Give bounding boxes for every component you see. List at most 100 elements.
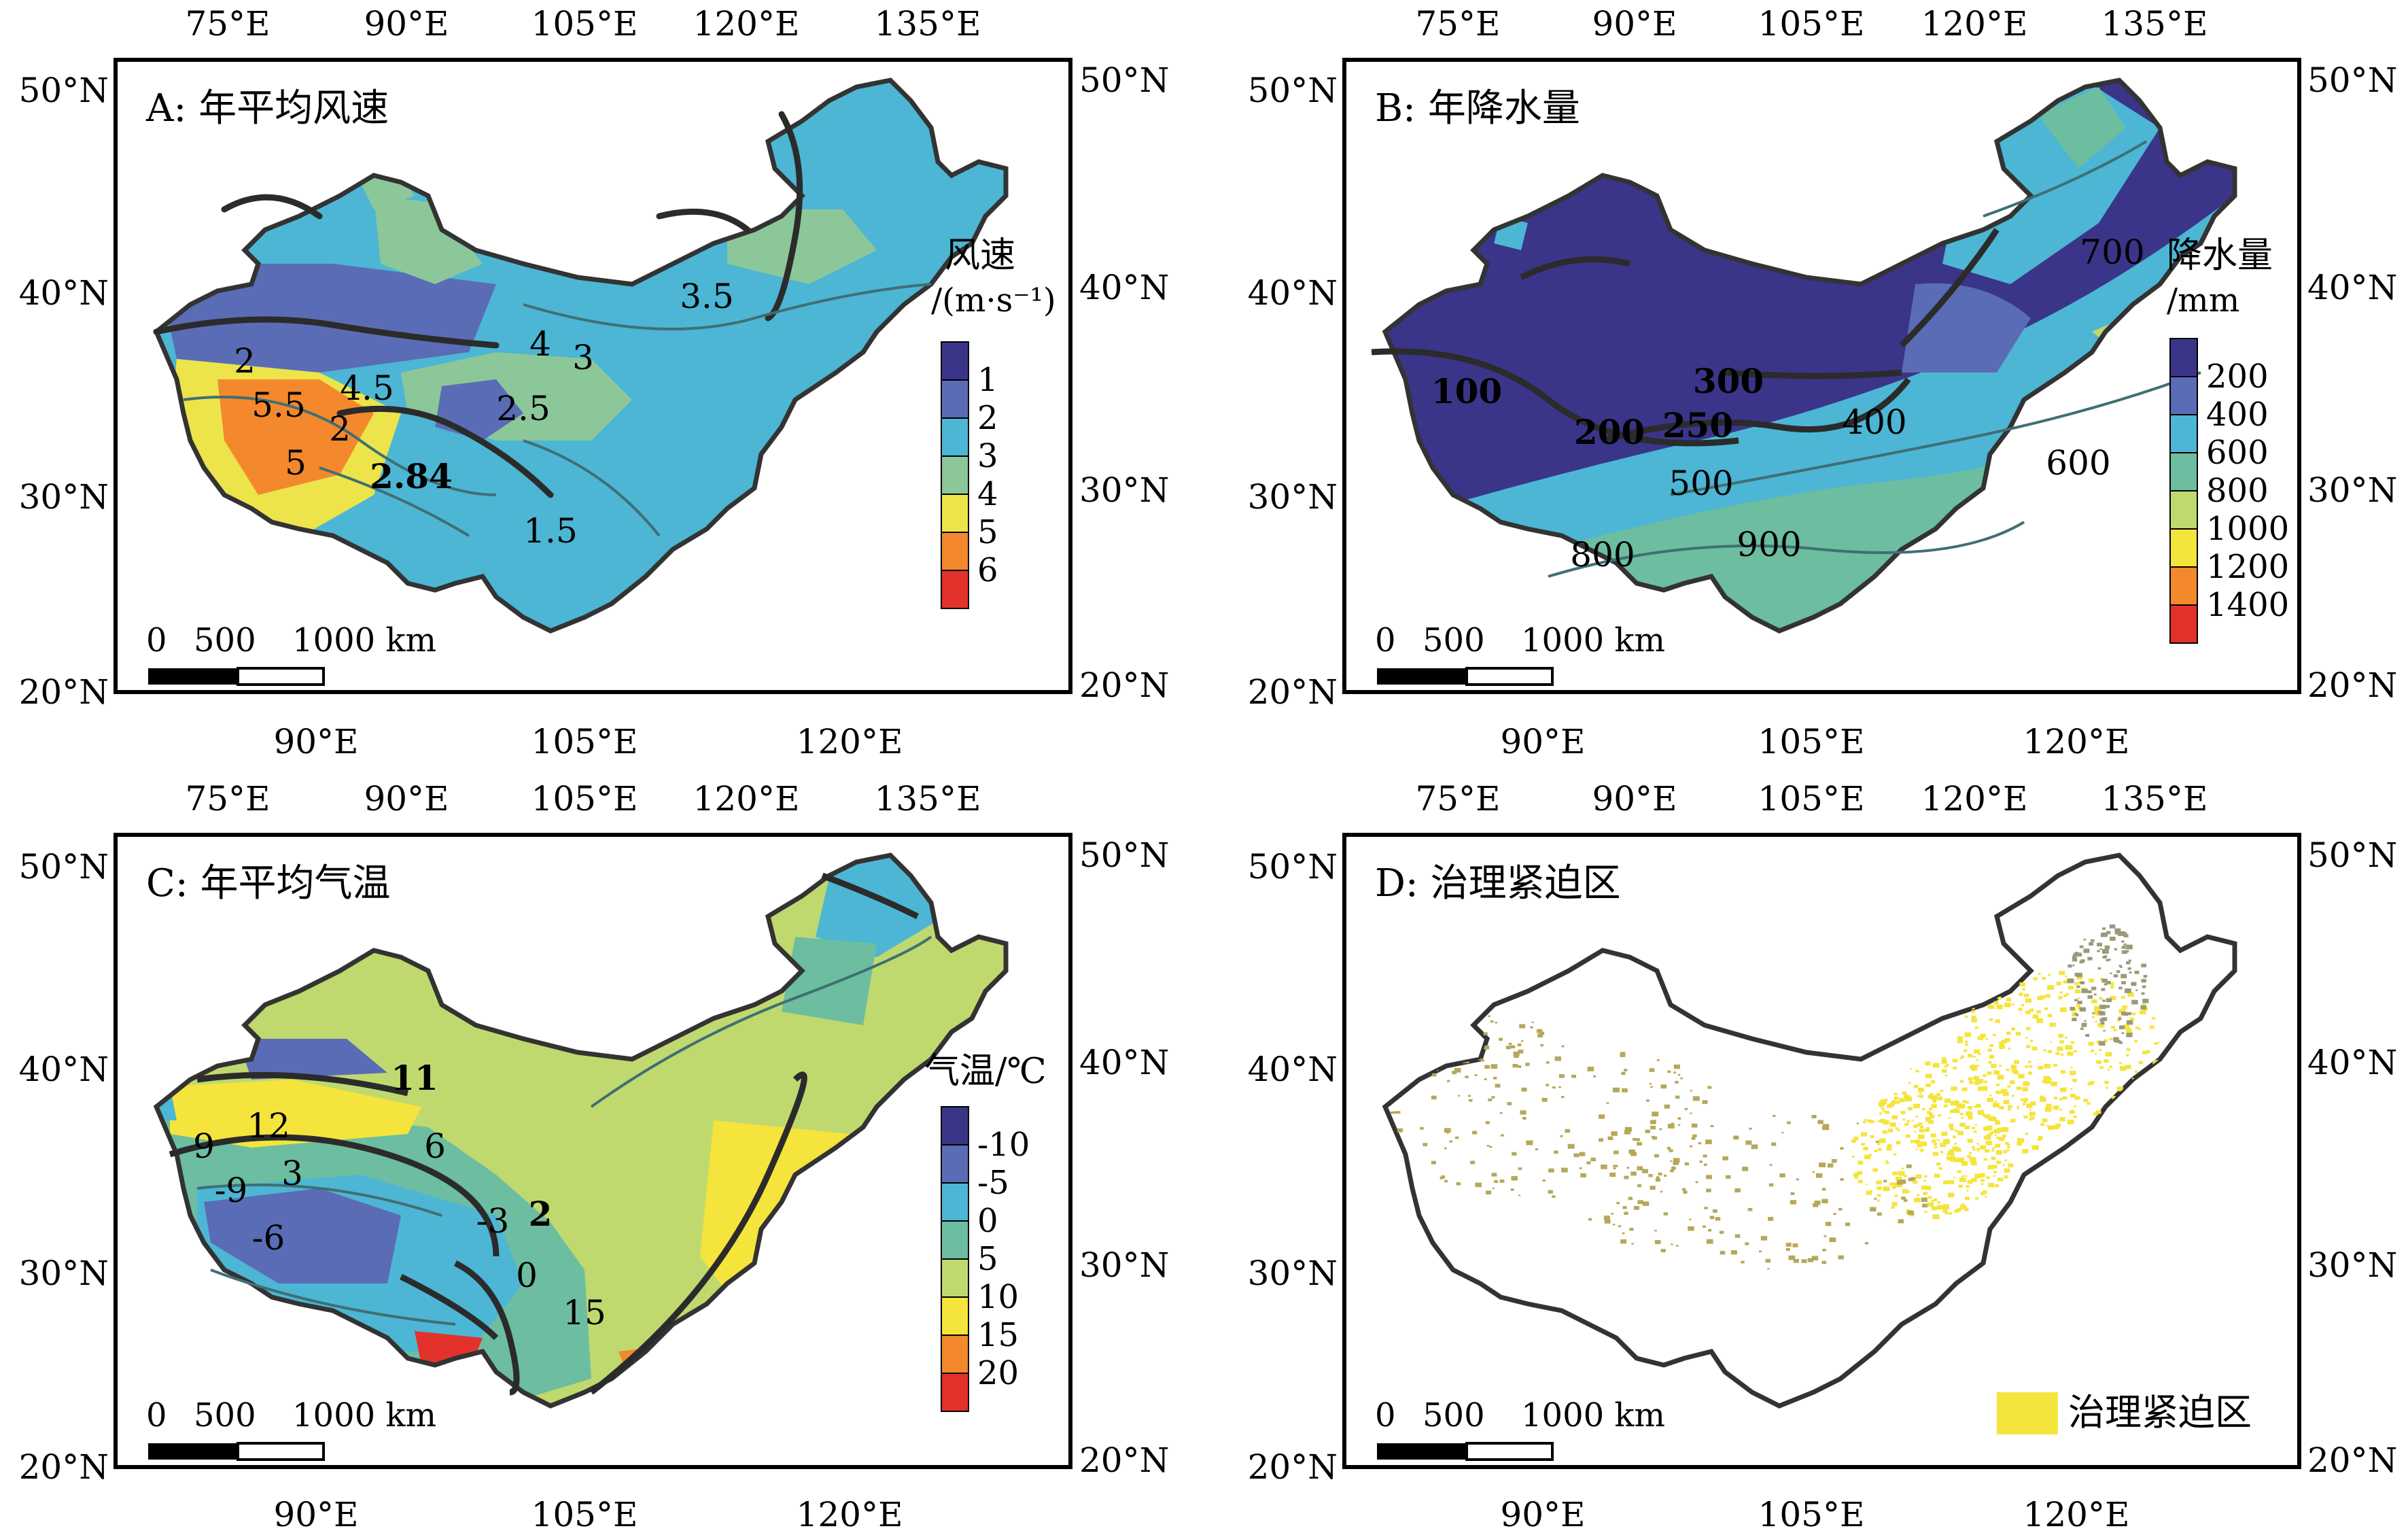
urgent-area-speck [1654,1229,1657,1232]
urgent-area-speck [1932,1214,1940,1220]
urgent-area-speck [1956,1208,1961,1212]
urgent-area-speck [1932,1139,1936,1143]
urgent-area-speck [2004,1175,2008,1179]
legend-label: 600 [2206,434,2269,472]
legend-swatch [941,1296,969,1336]
urgent-area-speck [1969,1157,1976,1162]
urgent-area-speck [1539,1031,1545,1035]
urgent-area-speck [1670,1169,1674,1173]
urgent-area-speck [1971,1018,1977,1022]
urgent-area-speck [1817,1120,1824,1124]
urgent-area-speck [2106,1086,2109,1089]
urgent-area-speck [1851,1139,1857,1143]
urgent-area-speck [1485,1121,1490,1124]
svg-text:3: 3 [572,338,594,377]
urgent-area-speck [1845,1222,1850,1226]
svg-text:40°N: 40°N [1079,268,1169,307]
urgent-area-speck [1603,1216,1610,1220]
urgent-area-speck [1499,1112,1503,1114]
urgent-area-speck [2023,1098,2028,1101]
urgent-area-speck [2019,982,2025,986]
urgent-area-speck [1675,1081,1679,1084]
urgent-area-speck [1760,1236,1768,1241]
urgent-area-speck [1915,1116,1919,1118]
urgent-area-speck [1787,1121,1791,1124]
urgent-area-speck [2060,1087,2067,1092]
urgent-area-speck [1994,1184,2000,1188]
urgent-area-speck [1573,1153,1580,1158]
urgent-area-speck [2029,1039,2034,1042]
urgent-area-speck [1765,1258,1771,1263]
urgent-area-speck [1986,1136,1991,1140]
urgent-area-speck [1915,1148,1918,1150]
urgent-area-speck [1983,1074,1987,1077]
urgent-area-speck [1998,1078,2001,1080]
urgent-area-speck [1488,1015,1490,1017]
urgent-area-speck [1489,1146,1493,1148]
urgent-area-speck [1645,1129,1650,1133]
urgent-area-speck [1885,1162,1889,1165]
urgent-area-speck [2154,1042,2157,1045]
urgent-area-speck [1885,1111,1889,1114]
urgent-area-speck [2104,1059,2109,1063]
urgent-area-speck [1876,1141,1879,1143]
legend-label: 1400 [2206,586,2289,624]
urgent-area-speck [2029,1109,2031,1111]
urgent-area-speck [1642,1201,1650,1206]
svg-text:30°N: 30°N [1079,470,1169,510]
svg-text:1000 km: 1000 km [292,1396,436,1434]
urgent-area-speck [1649,1068,1655,1072]
urgent-area-speck [2022,1087,2028,1092]
urgent-area-speck [2087,957,2093,961]
urgent-area-speck [1397,1128,1403,1133]
urgent-area-speck [2109,1037,2113,1041]
urgent-area-speck [2033,977,2038,980]
urgent-area-speck [1590,1157,1596,1162]
urgent-area-speck [1949,1149,1954,1152]
urgent-area-speck [2131,982,2137,986]
urgent-area-speck [1681,1188,1686,1191]
urgent-area-speck [1814,1201,1821,1205]
urgent-area-speck [2107,1069,2110,1071]
svg-text:2: 2 [329,409,351,449]
svg-text:40°N: 40°N [19,1050,109,1089]
urgent-area-speck [1491,1096,1495,1099]
urgent-area-speck [2025,998,2032,1003]
urgent-area-speck [1793,1259,1799,1263]
urgent-area-speck [2099,948,2102,950]
urgent-area-speck [2067,964,2072,968]
urgent-area-speck [1393,1111,1397,1114]
urgent-area-speck [1968,1116,1973,1120]
urgent-area-speck [1961,1161,1968,1166]
urgent-area-speck [1949,1123,1954,1127]
urgent-area-speck [2119,1066,2127,1071]
urgent-area-speck [2047,1014,2053,1018]
urgent-area-speck [1854,1175,1858,1179]
urgent-area-speck [1906,1164,1912,1169]
urgent-area-speck [1883,1120,1889,1125]
urgent-area-speck [2091,986,2097,991]
urgent-area-speck [2118,931,2125,936]
urgent-area-speck [1947,1150,1955,1156]
urgent-area-speck [1951,1086,1957,1091]
urgent-area-speck [1925,1061,1931,1066]
urgent-area-speck [1663,1174,1667,1177]
urgent-area-speck [1936,1162,1941,1166]
urgent-area-speck [2155,1042,2159,1044]
urgent-area-speck [1667,1124,1675,1129]
legend-swatch [2169,528,2198,568]
urgent-area-speck [1944,1098,1951,1103]
urgent-area-speck [1913,1084,1919,1088]
urgent-area-speck [1490,1020,1494,1023]
urgent-area-speck [1904,1175,1908,1177]
urgent-area-speck [1965,1043,1968,1046]
urgent-area-speck [1987,1097,1993,1103]
urgent-area-speck [1811,1115,1817,1118]
urgent-area-speck [1923,1179,1926,1182]
urgent-area-speck [2036,1018,2043,1023]
legend-swatch [941,532,969,571]
svg-text:105°E: 105°E [1758,779,1865,819]
urgent-area-speck [2006,1143,2010,1146]
urgent-area-speck [2015,1032,2021,1036]
urgent-area-speck [1552,1086,1556,1089]
